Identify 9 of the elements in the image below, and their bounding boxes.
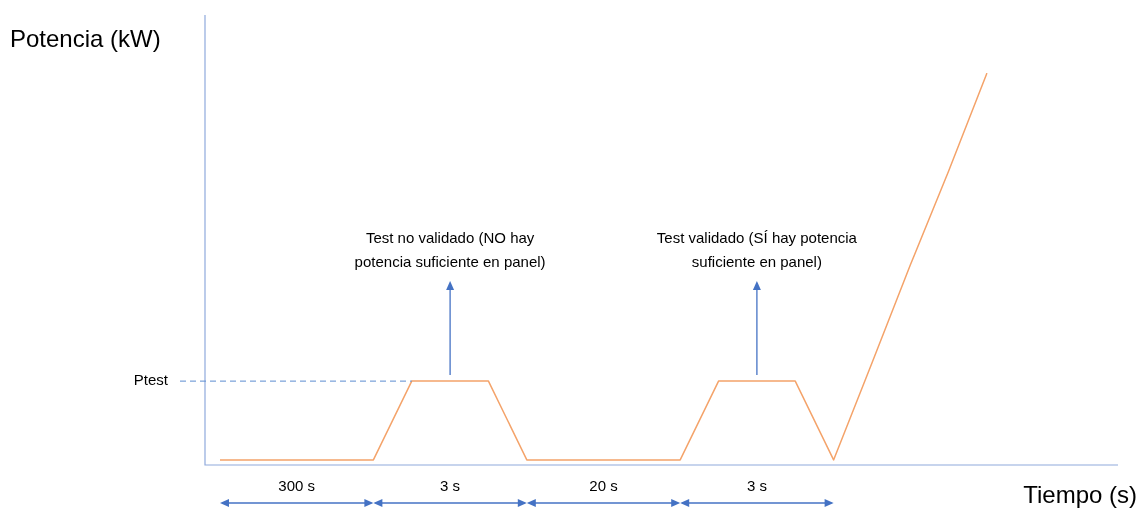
ref-line-label: Ptest bbox=[133, 371, 169, 389]
text: 20 s bbox=[589, 477, 618, 495]
x-axis-title: Tiempo (s) bbox=[1023, 480, 1137, 508]
annotation: Test validado (SÍ hay potencia suficiente en panel) bbox=[656, 229, 858, 271]
text: 300 s bbox=[278, 477, 316, 495]
annotation: Test no validado (NO hay potencia suficiente en panel) bbox=[354, 229, 546, 271]
text: 3 s bbox=[440, 477, 461, 495]
y-axis-title: Potencia (kW) bbox=[10, 24, 161, 52]
text: 3 s bbox=[746, 477, 767, 495]
